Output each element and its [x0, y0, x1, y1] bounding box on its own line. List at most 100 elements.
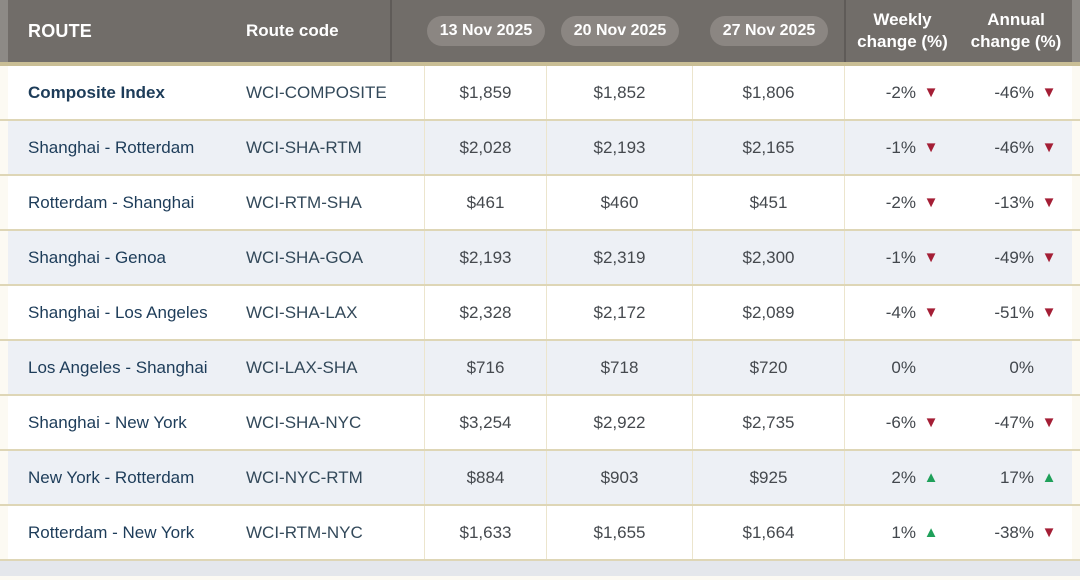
price-value: $2,735 [742, 412, 795, 432]
route-cell: Shanghai - Rotterdam [8, 121, 240, 174]
price-value: $2,089 [742, 302, 795, 322]
route-name: Shanghai - Genoa [28, 247, 166, 267]
weekly-change-value: -2% [885, 192, 916, 212]
route-cell: Composite Index [8, 66, 240, 119]
route-code: WCI-LAX-SHA [246, 357, 358, 377]
column-header-date-1: 13 Nov 2025 [425, 0, 547, 62]
price-cell-date-1: $2,328 [425, 286, 547, 339]
price-value: $1,859 [459, 82, 512, 102]
price-value: $451 [749, 192, 788, 212]
table-row: Shanghai - Genoa WCI-SHA-GOA $2,193 $2,3… [8, 231, 1072, 284]
route-code: WCI-SHA-NYC [246, 412, 362, 432]
price-value: $3,254 [459, 412, 512, 432]
weekly-change-cell: -1% ▼ [845, 121, 960, 174]
price-value: $925 [749, 467, 788, 487]
table-row-wrap: Shanghai - Los Angeles WCI-SHA-LAX $2,32… [0, 286, 1080, 341]
price-value: $2,328 [459, 302, 512, 322]
table-header: ROUTE Route code 13 Nov 2025 20 Nov 2025… [8, 0, 1072, 62]
price-cell-date-3: $2,165 [693, 121, 845, 174]
column-header-date-2: 20 Nov 2025 [547, 0, 693, 62]
route-code-cell: WCI-SHA-NYC [240, 396, 425, 449]
header-divider [390, 0, 392, 62]
price-cell-date-3: $1,664 [693, 506, 845, 559]
price-cell-date-2: $2,319 [547, 231, 693, 284]
down-arrow-icon: ▼ [923, 84, 939, 101]
annual-change-value: -49% [994, 247, 1034, 267]
route-name: Rotterdam - Shanghai [28, 192, 195, 212]
annual-change-value: -51% [994, 302, 1034, 322]
down-arrow-icon: ▼ [923, 304, 939, 321]
route-code-cell: WCI-SHA-GOA [240, 231, 425, 284]
price-value: $903 [600, 467, 639, 487]
price-value: $2,193 [459, 247, 512, 267]
column-header-date-3: 27 Nov 2025 [693, 0, 845, 62]
date-pill: 20 Nov 2025 [560, 16, 680, 46]
table-row: Los Angeles - Shanghai WCI-LAX-SHA $716 … [8, 341, 1072, 394]
annual-change-cell: -13% ▼ [960, 176, 1072, 229]
price-value: $2,193 [593, 137, 646, 157]
date-pill: 27 Nov 2025 [709, 16, 829, 46]
price-value: $1,655 [593, 522, 646, 542]
route-code-cell: WCI-NYC-RTM [240, 451, 425, 504]
route-cell: Shanghai - Los Angeles [8, 286, 240, 339]
price-cell-date-1: $3,254 [425, 396, 547, 449]
weekly-change-label-line1: Weekly [873, 9, 932, 29]
down-arrow-icon: ▼ [1041, 414, 1057, 431]
price-value: $1,633 [459, 522, 512, 542]
table-row: Rotterdam - New York WCI-RTM-NYC $1,633 … [8, 506, 1072, 559]
price-value: $2,300 [742, 247, 795, 267]
price-cell-date-1: $884 [425, 451, 547, 504]
column-header-weekly-change: Weekly change (%) [845, 0, 960, 62]
price-value: $1,852 [593, 82, 646, 102]
down-arrow-icon: ▼ [923, 414, 939, 431]
down-arrow-icon: ▼ [1041, 249, 1057, 266]
annual-change-cell: -49% ▼ [960, 231, 1072, 284]
price-value: $2,028 [459, 137, 512, 157]
weekly-change-value: -6% [885, 412, 916, 432]
down-arrow-icon: ▼ [1041, 304, 1057, 321]
annual-change-cell: 17% ▲ [960, 451, 1072, 504]
price-value: $1,664 [742, 522, 795, 542]
price-value: $884 [466, 467, 505, 487]
price-value: $716 [466, 357, 505, 377]
annual-change-label-line1: Annual [987, 9, 1045, 29]
annual-change-label-line2: change (%) [970, 32, 1062, 51]
route-code-cell: WCI-LAX-SHA [240, 341, 425, 394]
price-cell-date-2: $903 [547, 451, 693, 504]
price-cell-date-1: $1,859 [425, 66, 547, 119]
price-cell-date-2: $460 [547, 176, 693, 229]
table-row-wrap: Composite Index WCI-COMPOSITE $1,859 $1,… [0, 66, 1080, 121]
price-value: $2,172 [593, 302, 646, 322]
annual-change-cell: -47% ▼ [960, 396, 1072, 449]
weekly-change-value: 2% [891, 467, 916, 487]
annual-change-cell: -38% ▼ [960, 506, 1072, 559]
price-cell-date-3: $2,735 [693, 396, 845, 449]
route-name: Shanghai - Rotterdam [28, 137, 195, 157]
route-cell: Los Angeles - Shanghai [8, 341, 240, 394]
price-cell-date-3: $2,300 [693, 231, 845, 284]
weekly-change-label-line2: change (%) [857, 32, 948, 51]
table-row-wrap: Shanghai - Genoa WCI-SHA-GOA $2,193 $2,3… [0, 231, 1080, 286]
route-code: WCI-RTM-SHA [246, 192, 362, 212]
route-code-cell: WCI-RTM-NYC [240, 506, 425, 559]
route-code-cell: WCI-RTM-SHA [240, 176, 425, 229]
weekly-change-cell: -6% ▼ [845, 396, 960, 449]
weekly-change-value: -2% [885, 82, 916, 102]
weekly-change-cell: -1% ▼ [845, 231, 960, 284]
annual-change-value: -46% [994, 82, 1034, 102]
table-row-wrap: Los Angeles - Shanghai WCI-LAX-SHA $716 … [0, 341, 1080, 396]
table-row-wrap: New York - Rotterdam WCI-NYC-RTM $884 $9… [0, 451, 1080, 506]
table-body: Composite Index WCI-COMPOSITE $1,859 $1,… [0, 66, 1080, 561]
column-header-route: ROUTE [28, 20, 92, 41]
weekly-change-cell: -4% ▼ [845, 286, 960, 339]
route-code: WCI-SHA-LAX [246, 302, 358, 322]
price-cell-date-2: $1,655 [547, 506, 693, 559]
down-arrow-icon: ▼ [1041, 194, 1057, 211]
table-row: New York - Rotterdam WCI-NYC-RTM $884 $9… [8, 451, 1072, 504]
down-arrow-icon: ▼ [1041, 524, 1057, 541]
route-cell: New York - Rotterdam [8, 451, 240, 504]
column-header-annual-change: Annual change (%) [960, 0, 1072, 62]
route-code: WCI-RTM-NYC [246, 522, 363, 542]
header-divider [844, 0, 846, 62]
weekly-change-cell: -2% ▼ [845, 176, 960, 229]
